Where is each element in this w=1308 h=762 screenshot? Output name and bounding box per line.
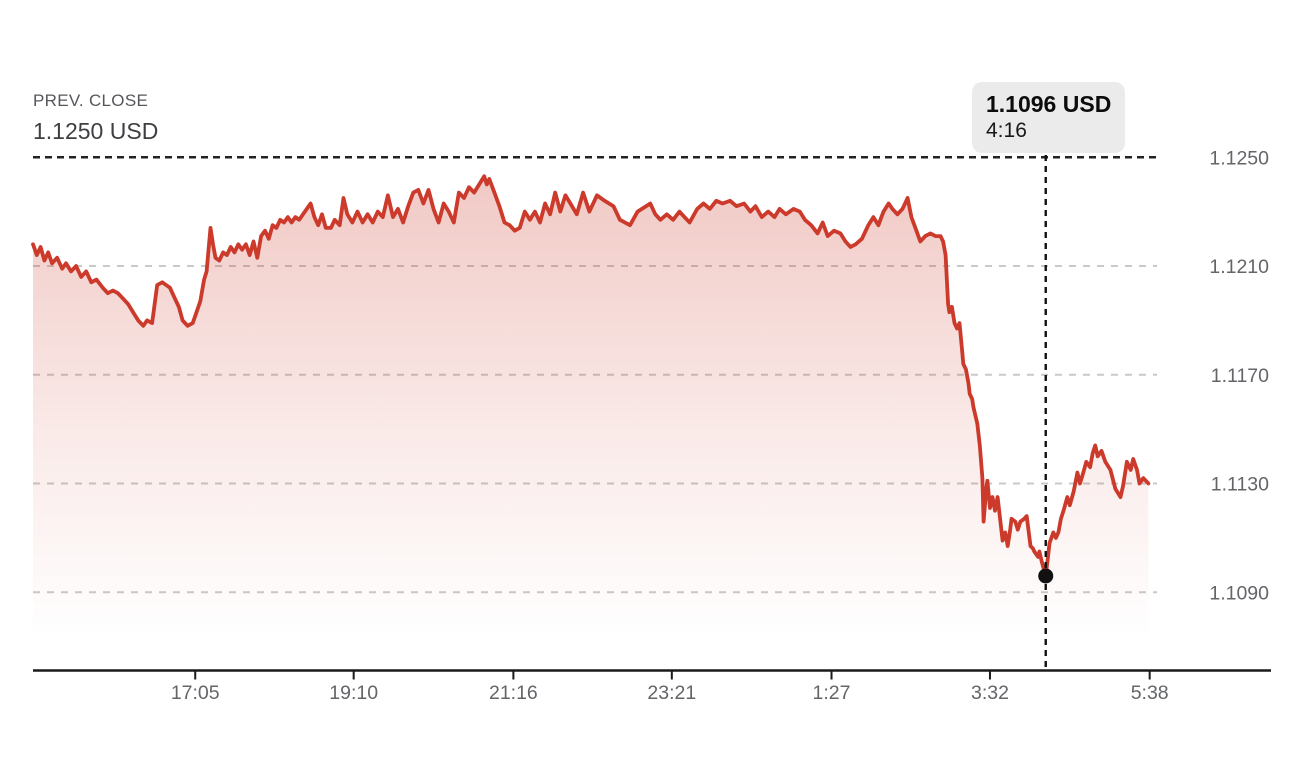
area-fill [33,176,1149,671]
x-axis-label: 1:27 [813,682,851,704]
y-axis-label: 1.1210 [1209,256,1269,278]
price-line [31,174,1151,578]
tooltip-price: 1.1096 USD [986,91,1112,117]
y-axis-label: 1.1090 [1209,582,1269,604]
cursor-dot [1038,568,1054,584]
x-axis-label: 17:05 [171,682,220,704]
y-axis-label: 1.1250 [1209,147,1269,169]
tooltip-time: 4:16 [986,119,1027,142]
y-axis-label: 1.1130 [1211,474,1269,496]
x-axis-label: 21:16 [489,682,538,704]
cursor-tooltip: 1.1096 USD 4:16 [972,82,1126,153]
prev-close-value: 1.1250 USD [33,118,159,144]
x-axis-label: 19:10 [329,682,378,704]
x-axis-label: 5:38 [1131,682,1169,704]
prev-close-block: PREV. CLOSE 1.1250 USD [33,91,158,145]
y-axis-label: 1.1170 [1211,365,1269,387]
x-axis-label: 3:32 [971,682,1009,704]
prev-close-label: PREV. CLOSE [33,91,149,110]
x-axis-label: 23:21 [647,682,696,704]
